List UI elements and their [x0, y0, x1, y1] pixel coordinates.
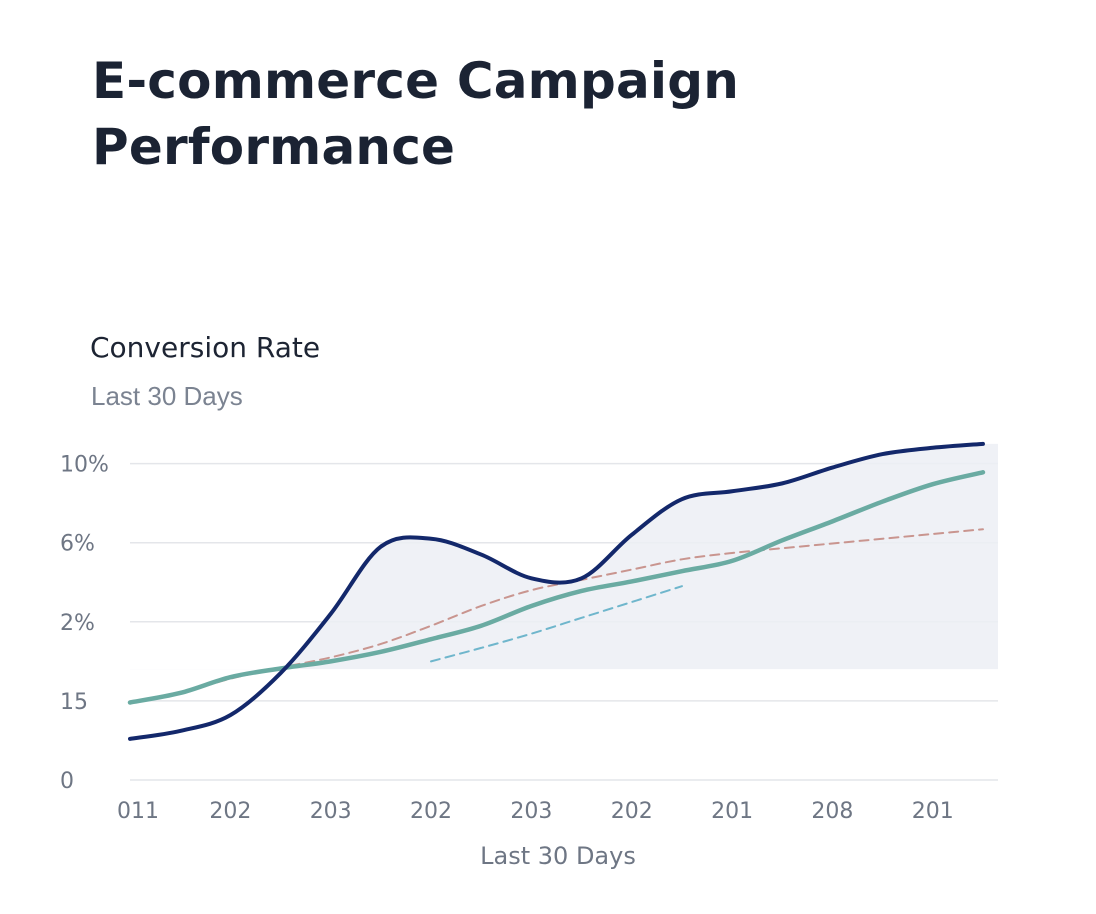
conversion-rate-chart: 0 15 2% 6% 10% 011 202 203 202 203 202 201 208 201 L… — [60, 441, 998, 870]
x-tick-label: 011 — [117, 799, 159, 824]
y-tick-label: 6% — [60, 532, 95, 557]
page-title: E-commerce Campaign Performance — [92, 52, 740, 176]
x-tick-label: 201 — [711, 799, 753, 824]
series-line-0 — [128, 441, 985, 741]
x-tick-label: 202 — [611, 799, 653, 824]
x-tick-label: 203 — [310, 799, 352, 824]
series-line-1 — [127, 470, 986, 705]
y-tick-label: 15 — [60, 690, 88, 715]
card-subtitle: Last 30 Days — [91, 381, 243, 411]
x-tick-label: 202 — [410, 799, 452, 824]
x-tick-layer: 011 202 203 202 203 202 201 208 201 — [117, 799, 954, 824]
x-tick-label: 203 — [510, 799, 552, 824]
y-tick-layer: 0 15 2% 6% 10% — [60, 453, 109, 794]
y-tick-label: 0 — [60, 769, 74, 794]
card-title: Conversion Rate — [90, 331, 321, 364]
y-tick-label: 2% — [60, 611, 95, 636]
x-tick-label: 208 — [811, 799, 853, 824]
trend-line-3 — [430, 585, 683, 663]
x-axis-title: Last 30 Days — [480, 842, 636, 870]
x-tick-label: 202 — [209, 799, 251, 824]
y-tick-label: 10% — [60, 453, 109, 478]
x-tick-label: 201 — [912, 799, 954, 824]
series-layer — [127, 441, 986, 741]
